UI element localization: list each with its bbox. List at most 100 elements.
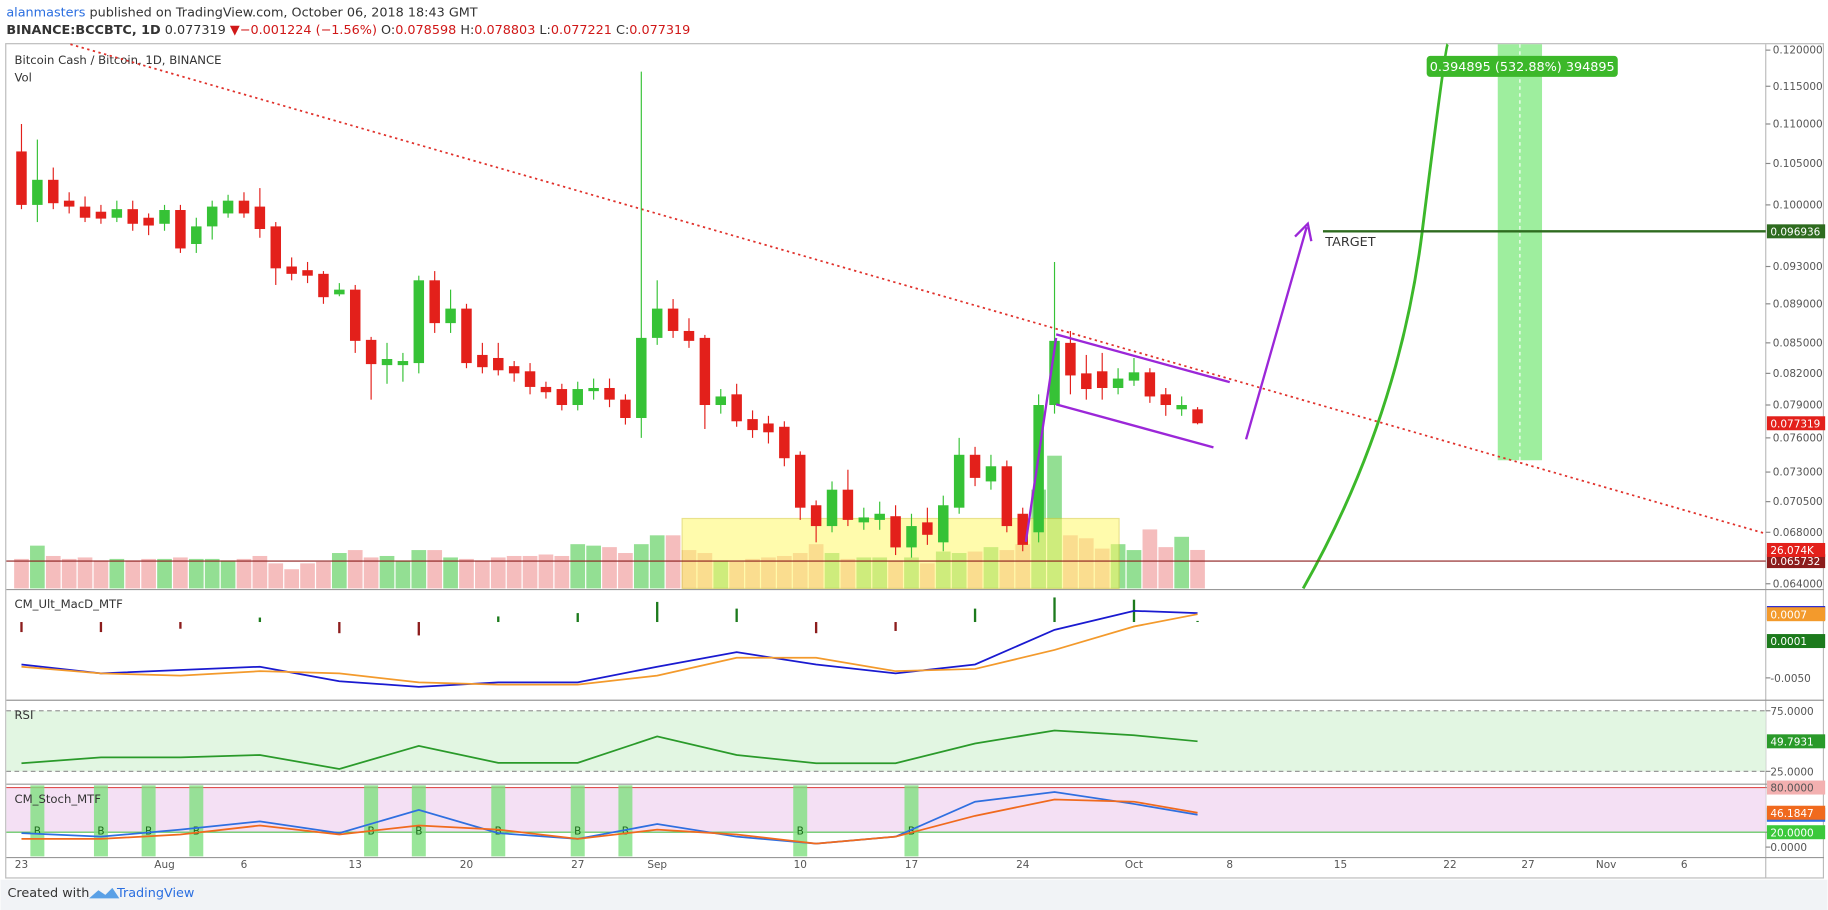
target-label: TARGET (1324, 235, 1375, 250)
volume-bar (427, 550, 443, 589)
publish-line: alanmasters published on TradingView.com… (6, 5, 477, 20)
buy-signal-label: B (622, 825, 629, 837)
candle-body (1049, 340, 1060, 406)
candle-body (667, 308, 679, 331)
volume-bar (490, 557, 506, 589)
candle-body (429, 280, 440, 324)
change: −0.001224 (−1.56%) (240, 23, 377, 38)
y-tick-label: -0.0050 (1770, 673, 1810, 685)
buy-signal-label: B (908, 825, 915, 837)
candle-body (445, 308, 456, 324)
candle-body (461, 308, 472, 364)
volume-bar (363, 557, 379, 589)
y-tick-label: 0.110000 (1773, 118, 1823, 130)
last-value-box (1766, 734, 1826, 749)
candle-body (365, 339, 377, 365)
candle-body (1192, 409, 1203, 424)
o-value: 0.078598 (395, 23, 456, 38)
tick-box (1766, 780, 1826, 795)
h-key: H: (460, 23, 474, 38)
x-tick-label: 15 (1334, 859, 1347, 871)
pane-title: CM_Ult_MacD_MTF (14, 597, 123, 611)
volume-bar (618, 553, 633, 589)
candle-body (826, 489, 838, 527)
x-tick-label: 6 (241, 859, 248, 871)
last-volume-box (1766, 542, 1826, 557)
buy-signal (618, 785, 633, 857)
volume-title: Vol (14, 71, 31, 85)
volume-bar (45, 555, 61, 589)
candle-body (508, 366, 520, 374)
x-tick-label: 8 (1226, 859, 1233, 871)
tick-box (1766, 825, 1826, 840)
y-tick-label: 0.082000 (1773, 368, 1823, 380)
x-tick-label: 20 (460, 859, 473, 871)
candle-body (906, 526, 917, 548)
y-tick-label: 0.0000 (1770, 842, 1807, 854)
volume-bar (252, 555, 268, 589)
volume-bar (395, 560, 411, 589)
x-tick-label: Oct (1125, 859, 1143, 871)
candle-body (810, 505, 822, 527)
candle-body (270, 226, 282, 269)
x-tick-label: 27 (1521, 859, 1534, 871)
candle-body (969, 454, 981, 478)
candle-body (699, 337, 711, 406)
level-label-box (1766, 224, 1826, 239)
candle-body (683, 330, 695, 341)
candle-body (318, 273, 329, 298)
candle-body (938, 505, 949, 543)
y-tick-label: 0.115000 (1773, 81, 1823, 93)
candle-body (127, 209, 138, 224)
candle-body (588, 387, 599, 392)
buy-signal-label: B (145, 825, 152, 837)
symbol: BINANCE:BCCBTC, 1D (6, 23, 160, 38)
volume-bar (1174, 536, 1190, 589)
volume-bar (188, 558, 204, 589)
x-tick-label: Aug (154, 859, 174, 871)
candle-body (143, 217, 154, 226)
candle-body (1128, 372, 1140, 381)
volume-bar (157, 558, 172, 589)
last-value-box (1766, 607, 1826, 622)
volume-bar (109, 558, 125, 589)
x-tick-label: 24 (1016, 859, 1030, 871)
volume-bar (125, 560, 141, 589)
candle-body (477, 354, 488, 368)
buy-signal-label: B (797, 825, 804, 837)
l-value: 0.077221 (551, 23, 612, 38)
candle-body (620, 399, 631, 419)
candle-body (175, 210, 186, 249)
indicator-line (21, 729, 1198, 770)
candle-body (254, 206, 266, 230)
volume-bar (61, 558, 77, 589)
y-tick-label: 80.0000 (1770, 783, 1813, 795)
author: alanmasters (6, 5, 85, 20)
candle-body (191, 226, 202, 244)
measure-label-box (1426, 55, 1618, 77)
candle-body (1065, 342, 1076, 376)
x-tick-label: 27 (571, 859, 584, 871)
chart-title: Bitcoin Cash / Bitcoin, 1D, BINANCE (14, 53, 221, 67)
buy-signal-label: B (34, 825, 41, 837)
buy-signal (364, 785, 379, 857)
histogram-last: 0.0001 (1770, 636, 1807, 648)
arrow: ▼ (230, 23, 240, 38)
buy-signal-label: B (574, 825, 581, 837)
candle-body (95, 211, 107, 219)
candle-body (1096, 371, 1108, 388)
buy-signal-label: B (97, 825, 104, 837)
volume-bar (141, 558, 156, 589)
buy-signal-label: B (415, 825, 422, 837)
buy-signal (189, 785, 204, 857)
y-tick-label: 0.073000 (1773, 467, 1823, 479)
y-tick-label: 0.064000 (1773, 578, 1823, 590)
last-value: 46.1847 (1770, 808, 1813, 820)
indicator-line (21, 609, 1198, 688)
quote-line: BINANCE:BCCBTC, 1D 0.077319 ▼−0.001224 (… (6, 23, 690, 38)
volume-bar (220, 560, 236, 589)
candle-body (334, 289, 345, 295)
candle-body (922, 522, 933, 535)
histogram-last-box (1766, 634, 1826, 649)
